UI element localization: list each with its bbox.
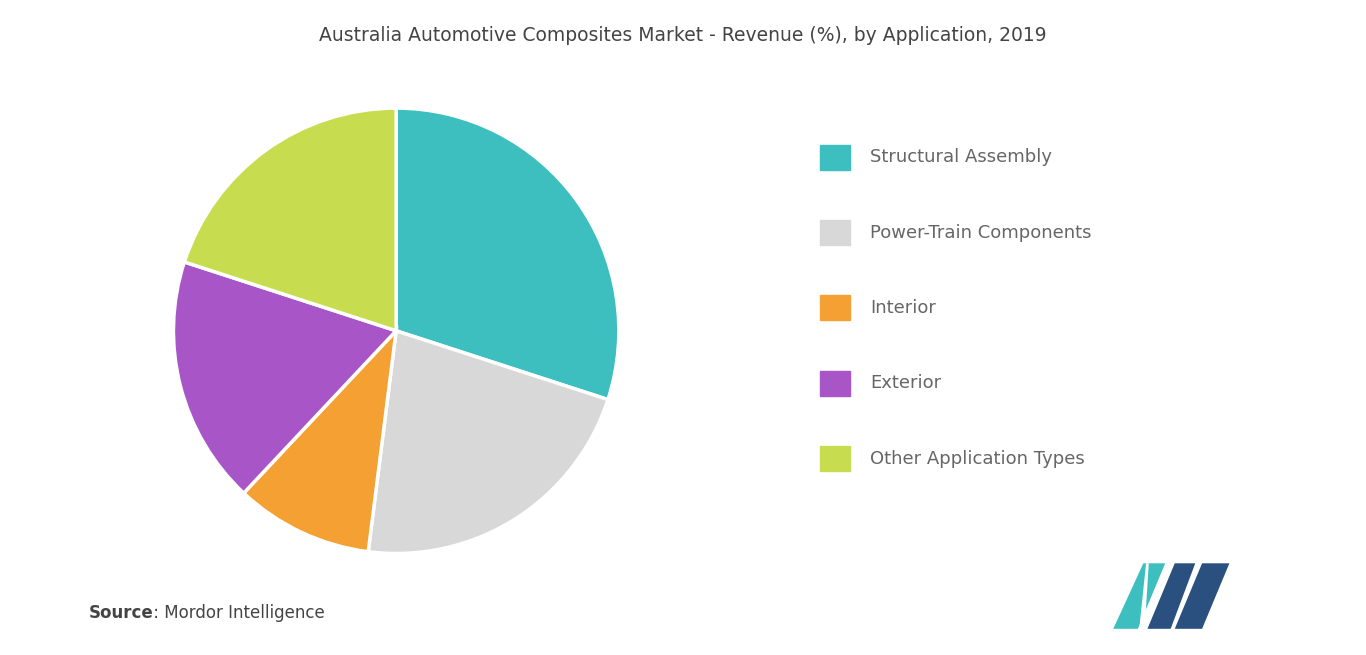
- Wedge shape: [243, 331, 396, 552]
- Text: Other Application Types: Other Application Types: [870, 449, 1085, 468]
- Text: Structural Assembly: Structural Assembly: [870, 148, 1052, 166]
- Wedge shape: [184, 108, 396, 331]
- Text: : Mordor Intelligence: : Mordor Intelligence: [148, 605, 324, 622]
- Text: Australia Automotive Composites Market - Revenue (%), by Application, 2019: Australia Automotive Composites Market -…: [320, 26, 1046, 45]
- Wedge shape: [369, 331, 608, 553]
- Text: Interior: Interior: [870, 299, 936, 317]
- Wedge shape: [173, 262, 396, 493]
- Wedge shape: [396, 108, 619, 400]
- Text: Source: Source: [89, 605, 153, 622]
- Text: Exterior: Exterior: [870, 374, 941, 392]
- Text: Power-Train Components: Power-Train Components: [870, 223, 1091, 242]
